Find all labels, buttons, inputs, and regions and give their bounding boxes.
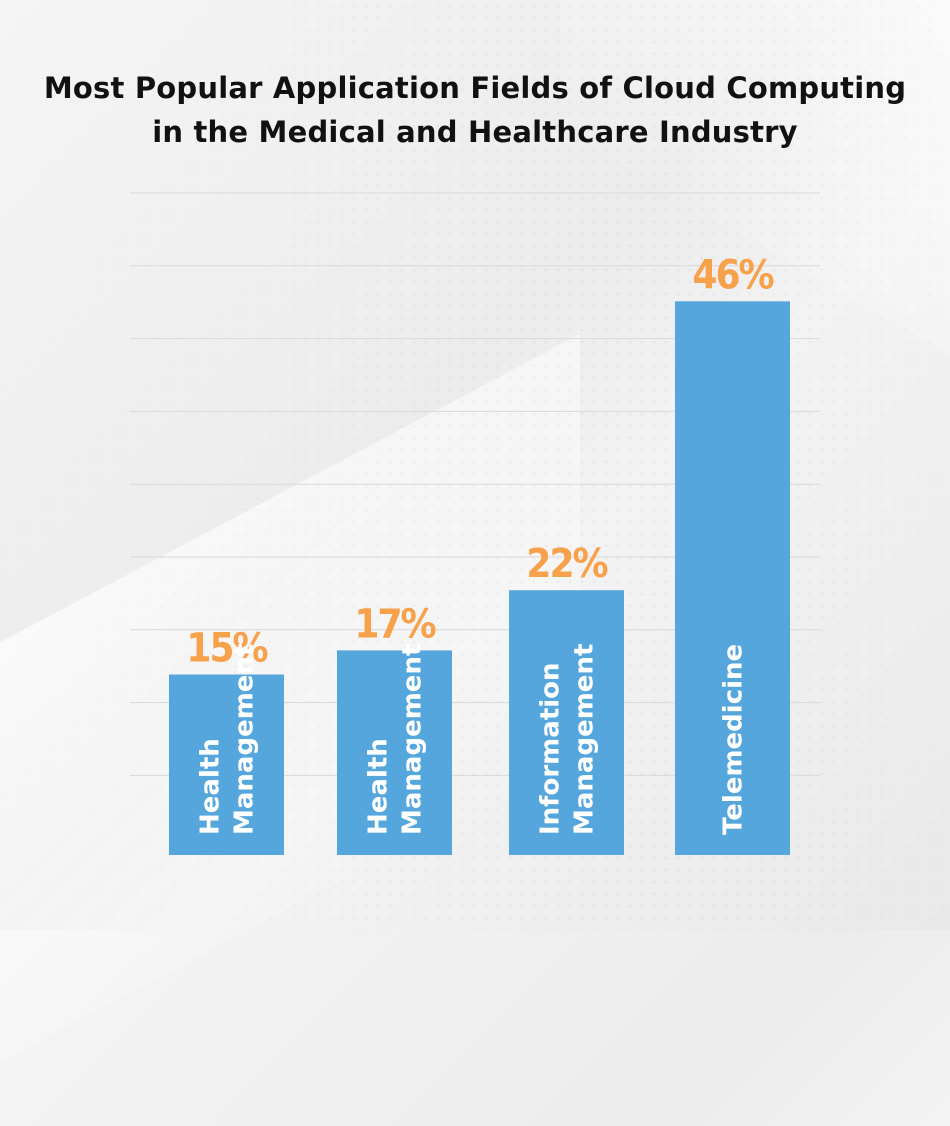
value-label: 22% bbox=[526, 541, 607, 587]
bar bbox=[509, 590, 624, 855]
chart-title: Most Popular Application Fields of Cloud… bbox=[0, 66, 950, 154]
category-label-line: Information bbox=[536, 662, 566, 835]
bar bbox=[337, 650, 452, 855]
category-label-line: Telemedicine bbox=[719, 644, 749, 835]
bar bbox=[169, 674, 284, 855]
category-label-line: Health bbox=[196, 738, 226, 835]
category-label-line: Health bbox=[364, 738, 394, 835]
value-label: 17% bbox=[354, 601, 435, 647]
category-label: Information Management bbox=[536, 644, 600, 835]
value-label: 15% bbox=[186, 626, 267, 672]
category-label-line: Management bbox=[398, 644, 428, 835]
category-label: Health Management bbox=[364, 644, 428, 835]
category-label-line: Management bbox=[230, 644, 260, 835]
value-label: 46% bbox=[692, 252, 773, 298]
category-label: Telemedicine bbox=[719, 644, 749, 835]
chart-title-line-2: in the Medical and Healthcare Industry bbox=[152, 115, 798, 149]
category-label: Health Management bbox=[196, 644, 260, 835]
chart-title-line-1: Most Popular Application Fields of Cloud… bbox=[43, 71, 907, 105]
category-label-line: Management bbox=[570, 644, 600, 835]
bar bbox=[675, 301, 790, 855]
